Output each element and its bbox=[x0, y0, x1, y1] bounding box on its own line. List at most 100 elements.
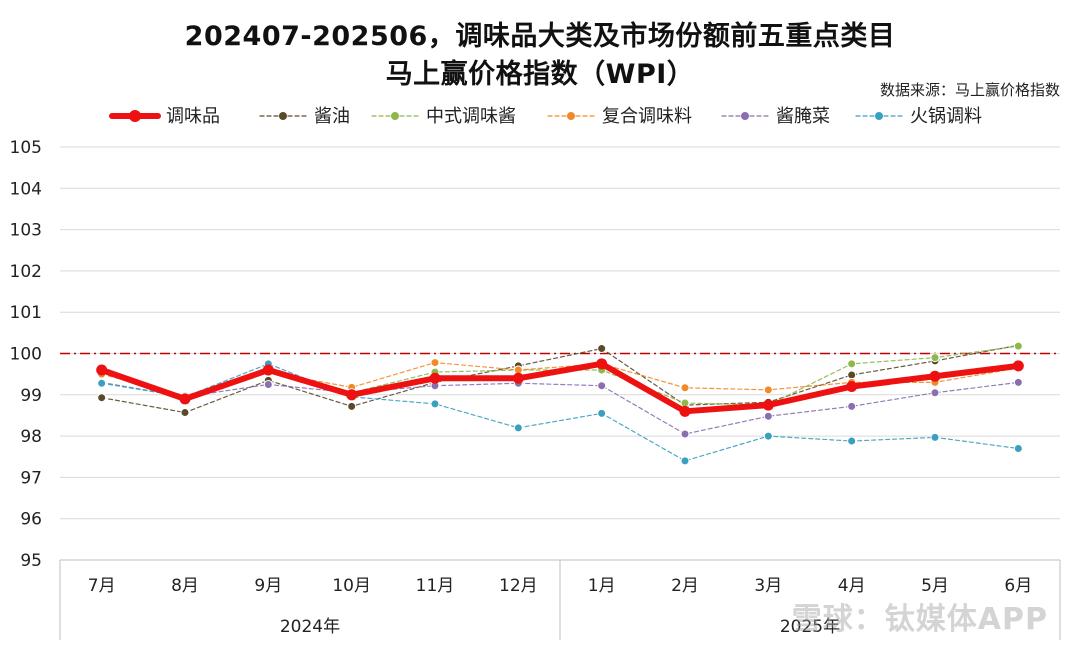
x-tick-label: 4月 bbox=[838, 576, 866, 596]
series-group bbox=[96, 340, 1024, 466]
x-tick-label: 2月 bbox=[671, 576, 699, 596]
data-point bbox=[512, 372, 524, 384]
x-tick-label: 6月 bbox=[1004, 576, 1032, 596]
data-point bbox=[762, 399, 774, 411]
data-point bbox=[929, 370, 941, 382]
data-point bbox=[763, 431, 773, 441]
data-point bbox=[680, 383, 690, 393]
legend-swatch-marker bbox=[741, 112, 749, 120]
legend: 调味品 酱油 中式调味酱 复合调味料 酱腌菜 火锅调料 bbox=[109, 106, 982, 127]
series bbox=[97, 341, 1023, 410]
y-tick-label: 105 bbox=[10, 138, 42, 158]
legend-label: 酱油 bbox=[314, 106, 350, 127]
y-tick-label: 95 bbox=[20, 551, 42, 571]
data-point bbox=[96, 364, 108, 376]
data-point bbox=[1013, 443, 1023, 453]
x-tick-label: 5月 bbox=[921, 576, 949, 596]
series-line bbox=[101, 381, 1019, 435]
x-group-label: 2024年 bbox=[280, 617, 340, 637]
data-point bbox=[930, 353, 940, 363]
legend-label: 酱腌菜 bbox=[776, 106, 830, 127]
legend-item: 酱油 bbox=[259, 106, 350, 127]
gridlines bbox=[60, 146, 1060, 520]
x-group-label: 2025年 bbox=[780, 617, 840, 637]
legend-label: 调味品 bbox=[166, 106, 220, 127]
data-point bbox=[430, 399, 440, 409]
data-point bbox=[930, 432, 940, 442]
data-source-note: 数据来源：马上赢价格指数 bbox=[879, 81, 1060, 99]
data-point bbox=[847, 370, 857, 380]
legend-label: 中式调味酱 bbox=[426, 106, 516, 127]
data-point bbox=[763, 411, 773, 421]
data-point bbox=[846, 381, 858, 393]
data-point bbox=[847, 401, 857, 411]
series bbox=[96, 358, 1024, 417]
legend-label: 复合调味料 bbox=[602, 106, 692, 127]
data-point bbox=[430, 358, 440, 368]
data-point bbox=[1013, 341, 1023, 351]
data-point bbox=[679, 405, 691, 417]
series bbox=[97, 377, 1023, 439]
data-point bbox=[847, 359, 857, 369]
legend-item: 中式调味酱 bbox=[371, 106, 516, 127]
data-point bbox=[680, 429, 690, 439]
data-point bbox=[513, 423, 523, 433]
x-tick-label: 10月 bbox=[332, 576, 371, 596]
data-point bbox=[930, 388, 940, 398]
legend-item: 火锅调料 bbox=[855, 106, 982, 127]
x-tick-label: 7月 bbox=[88, 576, 116, 596]
y-tick-label: 104 bbox=[10, 179, 42, 199]
data-point bbox=[1012, 360, 1024, 372]
legend-item: 酱腌菜 bbox=[721, 106, 830, 127]
x-tick-label: 12月 bbox=[499, 576, 538, 596]
y-tick-label: 101 bbox=[10, 303, 42, 323]
y-tick-label: 102 bbox=[10, 262, 42, 282]
legend-item: 调味品 bbox=[109, 106, 220, 127]
data-point bbox=[429, 372, 441, 384]
data-point bbox=[763, 385, 773, 395]
y-tick-label: 99 bbox=[20, 386, 42, 406]
y-tick-label: 103 bbox=[10, 221, 42, 241]
watermark: 雪球：钛媒体APP bbox=[791, 602, 1048, 637]
x-tick-label: 9月 bbox=[254, 576, 282, 596]
data-point bbox=[597, 408, 607, 418]
chart-subtitle: 马上赢价格指数（WPI） bbox=[385, 59, 695, 90]
y-tick-label: 98 bbox=[20, 427, 42, 447]
series-line bbox=[98, 360, 1022, 415]
x-tick-label: 1月 bbox=[588, 576, 616, 596]
legend-label: 火锅调料 bbox=[910, 106, 982, 127]
data-point bbox=[347, 401, 357, 411]
y-tick-label: 100 bbox=[10, 345, 42, 365]
chart-title: 202407-202506，调味品大类及市场份额前五重点类目 bbox=[184, 21, 896, 52]
x-tick-label: 11月 bbox=[416, 576, 455, 596]
y-tick-label: 96 bbox=[20, 510, 42, 530]
data-point bbox=[179, 393, 191, 405]
data-point bbox=[97, 378, 107, 388]
data-point bbox=[97, 393, 107, 403]
data-point bbox=[346, 389, 358, 401]
data-point bbox=[596, 358, 608, 370]
data-point bbox=[847, 436, 857, 446]
series-line bbox=[101, 363, 1019, 462]
legend-swatch-marker bbox=[129, 110, 141, 122]
series bbox=[97, 359, 1023, 466]
legend-swatch-marker bbox=[567, 112, 575, 120]
legend-swatch-marker bbox=[875, 112, 883, 120]
x-tick-label: 3月 bbox=[754, 576, 782, 596]
x-axis: 7月 8月 9月 10月 11月 12月 1月 2月 3月 4月 5月 6月 2024年 2025年 bbox=[59, 559, 1061, 640]
data-point bbox=[597, 344, 607, 354]
data-point bbox=[1013, 377, 1023, 387]
y-axis: 95 96 97 98 99 100 101 102 103 104 105 bbox=[10, 138, 42, 571]
data-point bbox=[263, 379, 273, 389]
legend-swatch-marker bbox=[279, 112, 287, 120]
data-point bbox=[597, 381, 607, 391]
x-tick-label: 8月 bbox=[171, 576, 199, 596]
series-line bbox=[101, 344, 1019, 414]
y-tick-label: 97 bbox=[20, 468, 42, 488]
legend-swatch-marker bbox=[391, 112, 399, 120]
data-point bbox=[680, 456, 690, 466]
data-point bbox=[262, 364, 274, 376]
legend-item: 复合调味料 bbox=[547, 106, 692, 127]
